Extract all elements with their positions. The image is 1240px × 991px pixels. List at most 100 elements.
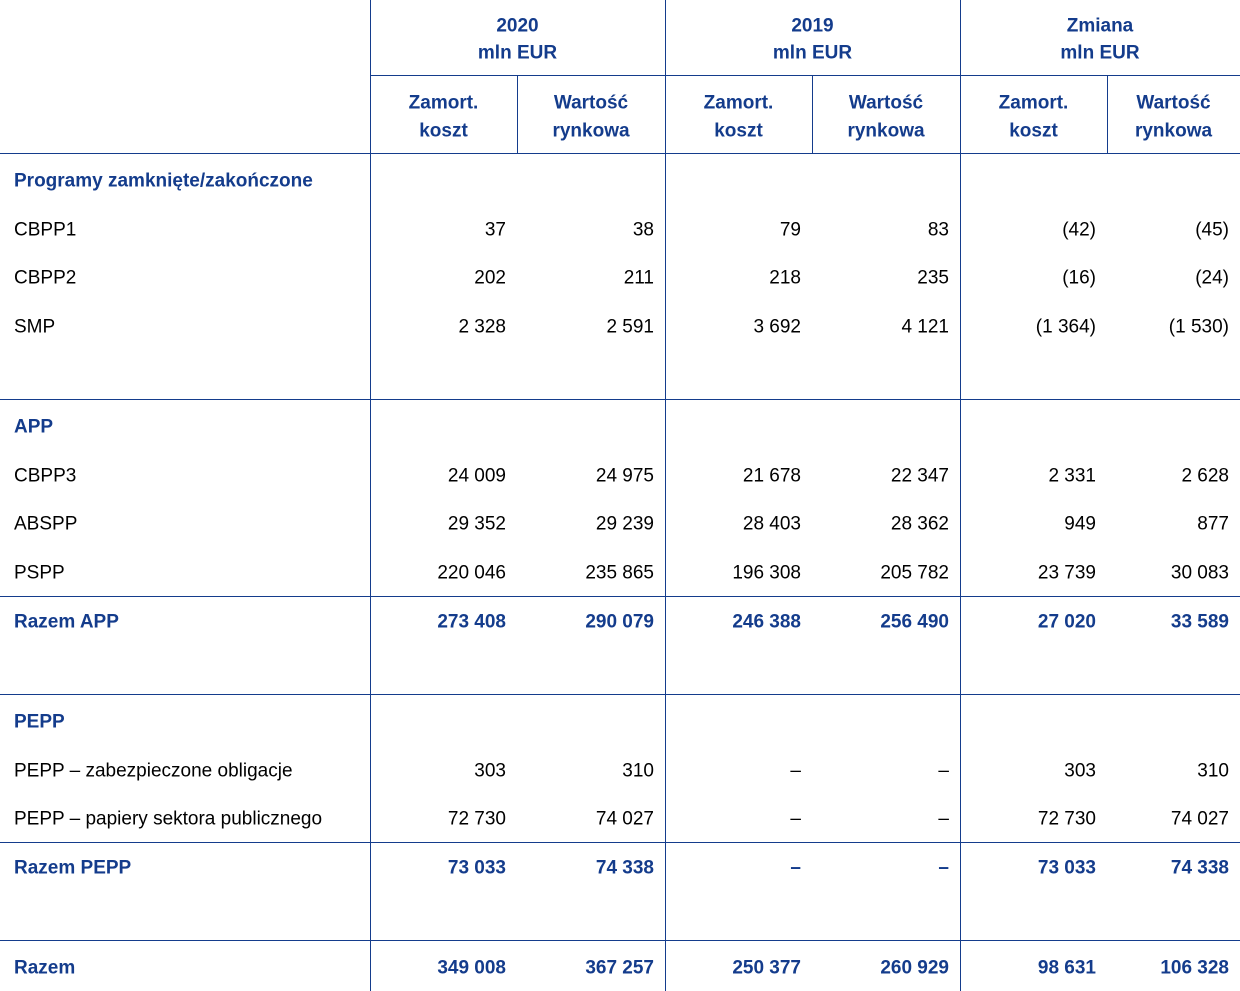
cell: 310 bbox=[622, 760, 654, 781]
group-unit: mln EUR bbox=[1060, 42, 1140, 64]
cell: 74 338 bbox=[595, 857, 654, 879]
cell: 218 bbox=[769, 267, 801, 289]
subheader: rynkowa bbox=[552, 120, 630, 142]
cell: 349 008 bbox=[437, 957, 506, 979]
cell: 24 009 bbox=[447, 465, 506, 486]
group-unit: mln EUR bbox=[477, 42, 558, 64]
cell: 22 347 bbox=[890, 465, 949, 486]
cell: 2 328 bbox=[458, 316, 506, 337]
cell: 38 bbox=[632, 219, 654, 240]
cell: 877 bbox=[1197, 513, 1229, 535]
cell: 79 bbox=[779, 219, 801, 240]
rule bbox=[960, 0, 961, 991]
cell: – bbox=[938, 760, 949, 781]
cell: 73 033 bbox=[447, 857, 506, 879]
cell: 21 678 bbox=[742, 465, 801, 486]
cell: 33 589 bbox=[1170, 611, 1229, 632]
cell: 83 bbox=[927, 219, 949, 240]
cell: – bbox=[790, 857, 801, 879]
rule bbox=[0, 842, 1240, 843]
rule bbox=[0, 940, 1240, 941]
cell: 23 739 bbox=[1037, 562, 1096, 583]
subheader: Wartość bbox=[553, 92, 629, 114]
cell: 74 338 bbox=[1170, 857, 1229, 879]
cell: 310 bbox=[1197, 760, 1229, 781]
cell: 196 308 bbox=[732, 562, 801, 583]
rule bbox=[517, 75, 518, 153]
cell: – bbox=[938, 857, 949, 879]
rule bbox=[812, 75, 813, 153]
cell: 290 079 bbox=[585, 611, 654, 632]
row-label: CBPP2 bbox=[14, 267, 77, 289]
row-label: CBPP3 bbox=[14, 465, 77, 486]
subheader: Wartość bbox=[1136, 92, 1211, 114]
cell: 3 692 bbox=[753, 316, 801, 337]
cell: 73 033 bbox=[1037, 857, 1096, 879]
cell: 220 046 bbox=[437, 562, 506, 583]
subheader: Zamort. bbox=[408, 92, 479, 114]
subheader: rynkowa bbox=[847, 120, 925, 142]
cell: – bbox=[790, 808, 801, 830]
cell: 367 257 bbox=[585, 957, 654, 979]
cell: 2 591 bbox=[606, 316, 654, 337]
cell: 106 328 bbox=[1160, 957, 1229, 979]
cell: 260 929 bbox=[880, 957, 949, 979]
subheader: koszt bbox=[714, 120, 763, 142]
cell: 4 121 bbox=[901, 316, 949, 337]
cell: 303 bbox=[474, 760, 506, 781]
row-label: ABSPP bbox=[14, 513, 78, 535]
cell: 211 bbox=[623, 267, 654, 289]
cell: 74 027 bbox=[595, 808, 654, 830]
cell: (1 530) bbox=[1168, 316, 1229, 337]
cell: – bbox=[790, 760, 801, 781]
row-label: SMP bbox=[14, 316, 56, 337]
cell: 202 bbox=[474, 267, 506, 289]
subheader: Wartość bbox=[848, 92, 924, 114]
cell: 37 bbox=[484, 219, 506, 240]
section-title: Programy zamknięte/zakończone bbox=[14, 170, 313, 192]
rule bbox=[370, 75, 1240, 76]
cell: 246 388 bbox=[732, 611, 801, 632]
total-label: Razem PEPP bbox=[14, 857, 132, 879]
cell: (24) bbox=[1195, 267, 1229, 289]
cell: 2 628 bbox=[1181, 465, 1229, 486]
cell: 205 782 bbox=[880, 562, 949, 583]
rule bbox=[370, 0, 371, 991]
section-title: APP bbox=[14, 416, 54, 438]
row-label: CBPP1 bbox=[14, 219, 77, 240]
cell: 29 352 bbox=[447, 513, 506, 535]
rule bbox=[665, 0, 666, 991]
cell: (42) bbox=[1062, 219, 1096, 240]
total-label: Razem bbox=[14, 957, 76, 979]
cell: 72 730 bbox=[1037, 808, 1096, 830]
cell: 27 020 bbox=[1037, 611, 1096, 632]
subheader: Zamort. bbox=[703, 92, 774, 114]
cell: 250 377 bbox=[732, 957, 801, 979]
cell: 235 865 bbox=[585, 562, 654, 583]
subheader: rynkowa bbox=[1134, 120, 1213, 142]
cell: 74 027 bbox=[1170, 808, 1229, 830]
cell: (45) bbox=[1195, 219, 1229, 240]
cell: 28 403 bbox=[742, 513, 801, 535]
cell: 256 490 bbox=[880, 611, 949, 632]
cell: 24 975 bbox=[595, 465, 654, 486]
row-label: PEPP – zabezpieczone obligacje bbox=[14, 760, 293, 781]
subheader: koszt bbox=[419, 120, 468, 142]
rule bbox=[0, 153, 1240, 154]
total-label: Razem APP bbox=[14, 611, 119, 632]
cell: 303 bbox=[1064, 760, 1096, 781]
cell: 273 408 bbox=[437, 611, 506, 632]
group-title: 2019 bbox=[791, 15, 834, 37]
cell: 72 730 bbox=[447, 808, 506, 830]
cell: 2 331 bbox=[1048, 465, 1096, 486]
subheader: koszt bbox=[1009, 120, 1058, 142]
rule bbox=[0, 399, 1240, 400]
group-title: Zmiana bbox=[1066, 15, 1134, 37]
cell: (16) bbox=[1062, 267, 1096, 289]
rule bbox=[0, 694, 1240, 695]
subheader: Zamort. bbox=[998, 92, 1069, 114]
group-title: 2020 bbox=[496, 15, 539, 37]
row-label: PSPP bbox=[14, 562, 65, 583]
cell: 949 bbox=[1064, 513, 1096, 535]
